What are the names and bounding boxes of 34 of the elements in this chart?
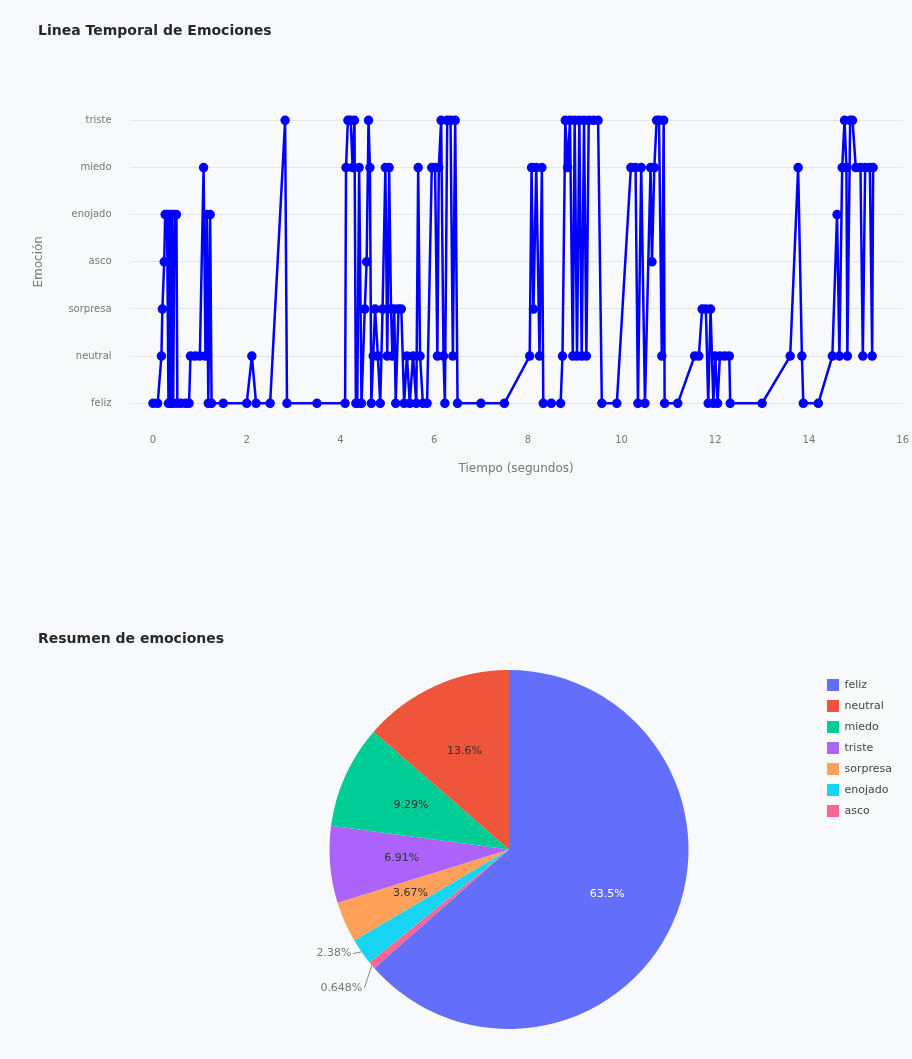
legend-label: feliz xyxy=(844,677,868,691)
legend-label: triste xyxy=(844,740,874,754)
category-label: miedo xyxy=(80,161,112,173)
data-label: 2.38% xyxy=(316,946,352,960)
x-tick-label: 10 xyxy=(615,434,628,446)
legend-label: neutral xyxy=(844,698,884,712)
x-tick-label: 2 xyxy=(243,434,250,446)
x-tick-label: 6 xyxy=(430,434,438,446)
text: Resumen de emociones xyxy=(38,630,225,646)
x-tick-label: 4 xyxy=(337,434,344,446)
data-label: 6.91% xyxy=(384,851,420,865)
legend-label: enojado xyxy=(844,782,889,796)
legend-label: miedo xyxy=(844,719,880,733)
category-label: asco xyxy=(88,255,112,267)
legend-label: asco xyxy=(844,803,871,817)
chart-title: Linea Temporal de Emociones xyxy=(38,22,272,38)
category-label: triste xyxy=(85,113,112,125)
x-tick-label: 8 xyxy=(524,434,531,446)
x-tick-label: 14 xyxy=(802,434,816,446)
data-label: 9.29% xyxy=(393,798,429,812)
category-label: neutral xyxy=(75,349,112,361)
x-tick-label: 16 xyxy=(896,434,909,446)
category-label: enojado xyxy=(71,208,112,220)
data-label: 13.6% xyxy=(446,744,482,758)
data-label: 3.67% xyxy=(393,885,429,899)
y-axis-title: Emoción xyxy=(31,236,46,288)
category-label: feliz xyxy=(91,396,112,408)
data-label: 63.5% xyxy=(589,886,625,900)
x-axis-title: Tiempo (segundos) xyxy=(457,460,574,475)
x-tick-label: 12 xyxy=(708,434,722,446)
data-label: 0.648% xyxy=(320,980,363,994)
legend-label: sorpresa xyxy=(844,761,893,775)
category-label: sorpresa xyxy=(68,302,112,314)
x-tick-label: 0 xyxy=(149,434,157,446)
